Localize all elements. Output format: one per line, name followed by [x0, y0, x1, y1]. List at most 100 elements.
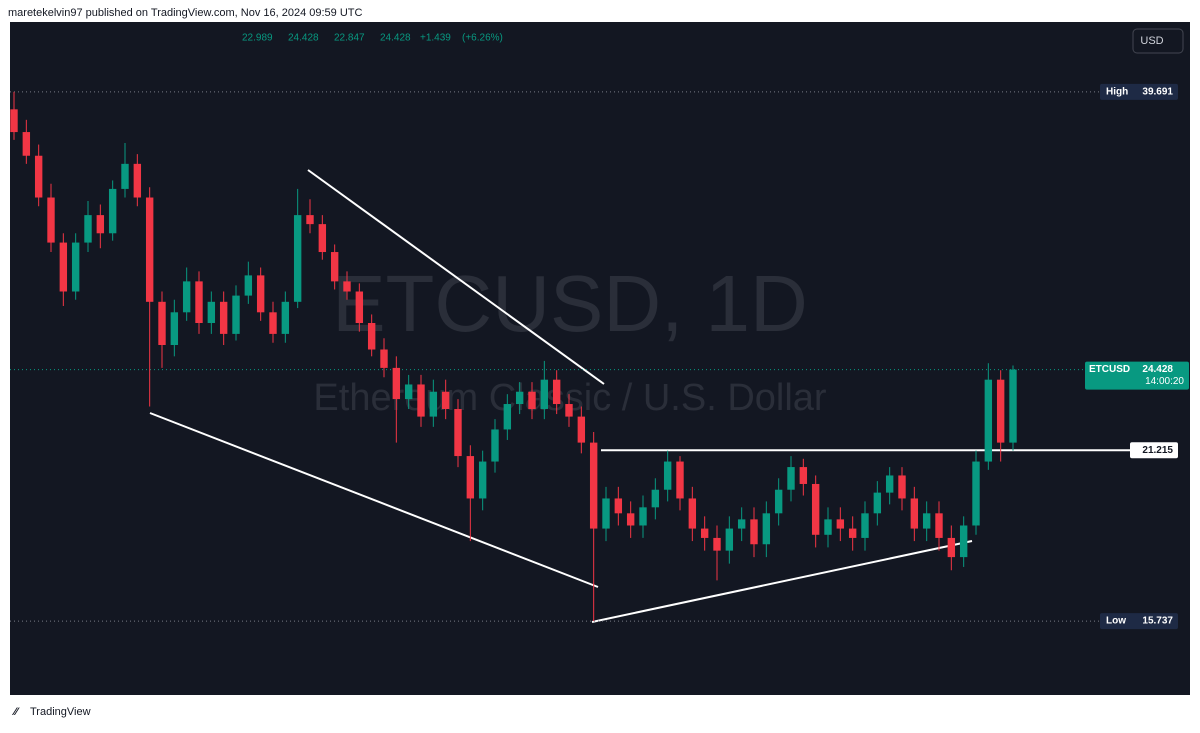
candle-body: [170, 312, 179, 346]
candle-body: [429, 391, 438, 417]
candle-body: [219, 301, 228, 334]
drawings: [149, 169, 973, 623]
candle-body: [71, 242, 80, 292]
candle-body: [737, 519, 746, 529]
symbol-label: ETCUSD: [1089, 364, 1130, 375]
candle-body: [59, 242, 68, 292]
candle-body: [34, 155, 43, 198]
candle-body: [996, 379, 1005, 443]
candle-body: [676, 461, 684, 499]
low-value: 15.737: [1142, 616, 1173, 627]
candle-body: [565, 404, 573, 417]
trend-line: [149, 412, 599, 588]
candle-body: [454, 409, 462, 457]
candle-body: [873, 492, 882, 514]
candle-body: [947, 537, 956, 558]
candle-body: [885, 475, 894, 493]
candle-body: [762, 513, 771, 545]
candle-body: [367, 322, 376, 350]
brand-logo: ⁄⁄: [11, 706, 20, 718]
candle-body: [515, 391, 524, 405]
chart-pane: [10, 22, 1190, 695]
candle-body: [22, 132, 31, 156]
candle-body: [528, 391, 536, 410]
candle-body: [343, 281, 351, 292]
candle-body: [713, 537, 721, 551]
countdown: 14:00:20: [1145, 376, 1184, 387]
high-label: High: [1106, 87, 1128, 98]
candle-body: [330, 252, 339, 282]
candle-body: [651, 489, 660, 508]
candle-body: [750, 519, 758, 545]
candle-body: [589, 442, 598, 529]
candle-body: [503, 404, 512, 430]
candle-body: [441, 391, 450, 410]
ohlc-value: (+6.26%): [462, 33, 503, 44]
candle-body: [774, 489, 783, 514]
brand: TradingView: [30, 706, 91, 718]
candle-body: [959, 525, 968, 558]
candle-body: [836, 519, 845, 529]
candle-body: [626, 513, 635, 526]
candle-body: [121, 163, 129, 189]
high-value: 39.691: [1142, 87, 1173, 98]
candle-body: [799, 467, 808, 484]
ohlc-value: 22.847: [334, 33, 365, 44]
candle-body: [910, 498, 919, 529]
candle-body: [1009, 369, 1017, 443]
candle-body: [540, 379, 549, 410]
low-label: Low: [1106, 616, 1126, 627]
candle-body: [306, 215, 314, 225]
candle-body: [984, 379, 993, 462]
level-tag: [1130, 442, 1178, 459]
candle-body: [466, 456, 475, 499]
candle-body: [700, 528, 709, 538]
candle-body: [84, 215, 92, 243]
level-value: 21.215: [1142, 445, 1173, 456]
candle-body: [922, 513, 931, 529]
candle-body: [935, 513, 943, 538]
candle-body: [824, 519, 832, 535]
trend-line: [307, 169, 605, 385]
candle-body: [577, 416, 586, 443]
watermark-title: ETCUSD, 1D: [332, 259, 808, 348]
candle-body: [158, 301, 166, 346]
candle-body: [392, 367, 401, 400]
candle-body: [133, 163, 142, 198]
candle-body: [663, 461, 672, 490]
ohlc-value: 24.428: [288, 33, 319, 44]
candle-body: [602, 498, 610, 529]
candle-body: [244, 275, 253, 296]
ohlc-value: 22.989: [242, 33, 273, 44]
candle-body: [108, 188, 117, 234]
candle-body: [725, 528, 734, 551]
candle-body: [145, 197, 154, 302]
currency-label[interactable]: USD: [1140, 35, 1163, 47]
currency-button[interactable]: [1132, 28, 1184, 54]
candle-body: [861, 513, 869, 538]
candle-body: [972, 461, 980, 526]
candle-body: [96, 215, 105, 234]
candle-body: [898, 475, 906, 499]
high-tag: [1100, 83, 1178, 100]
candle-body: [256, 275, 265, 313]
candle-body: [614, 498, 623, 514]
candle-body: [491, 429, 499, 462]
publisher-line: maretekelvin97 published on TradingView.…: [8, 7, 363, 19]
last-tag: [1085, 361, 1189, 390]
candle-body: [182, 281, 191, 313]
candle-body: [281, 301, 290, 334]
candle-body: [639, 507, 647, 526]
ohlc-value: +1.439: [420, 33, 451, 44]
candle-body: [10, 109, 18, 133]
candle-body: [417, 384, 425, 417]
candle-body: [552, 379, 561, 405]
ohlc-value: 24.428: [380, 33, 411, 44]
candle-body: [688, 498, 697, 529]
candle-body: [207, 301, 216, 323]
candle-body: [293, 215, 302, 302]
candle-body: [47, 197, 55, 243]
candle-body: [318, 224, 327, 253]
candle-body: [478, 461, 487, 499]
